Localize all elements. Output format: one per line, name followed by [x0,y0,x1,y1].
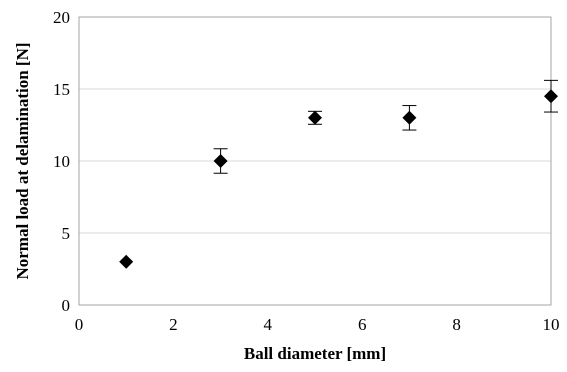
data-point-diamond [119,254,134,269]
y-tick-labels: 0 5 10 15 20 [53,8,70,315]
y-tick-label: 10 [53,152,70,171]
x-axis-title: Ball diameter [mm] [244,344,386,363]
x-tick-labels: 0 2 4 6 8 10 [75,315,560,334]
x-tick-label: 8 [452,315,461,334]
y-axis-title: Normal load at delamination [N] [13,42,32,279]
grid-layer [79,88,551,234]
x-tick-label: 0 [75,315,84,334]
x-tick-label: 10 [543,315,560,334]
x-tick-label: 2 [169,315,178,334]
x-tick-label: 4 [264,315,273,334]
y-tick-label: 5 [62,224,71,243]
error-bars [213,79,558,174]
y-tick-label: 0 [62,296,71,315]
data-points [119,89,558,269]
data-point-diamond [308,110,322,125]
data-point-diamond [544,89,558,104]
y-tick-label: 20 [53,8,70,27]
data-point-diamond [402,110,417,125]
x-tick-label: 6 [358,315,367,334]
y-tick-label: 15 [53,80,70,99]
plot-area-border [78,16,552,306]
data-point-diamond [213,154,228,168]
